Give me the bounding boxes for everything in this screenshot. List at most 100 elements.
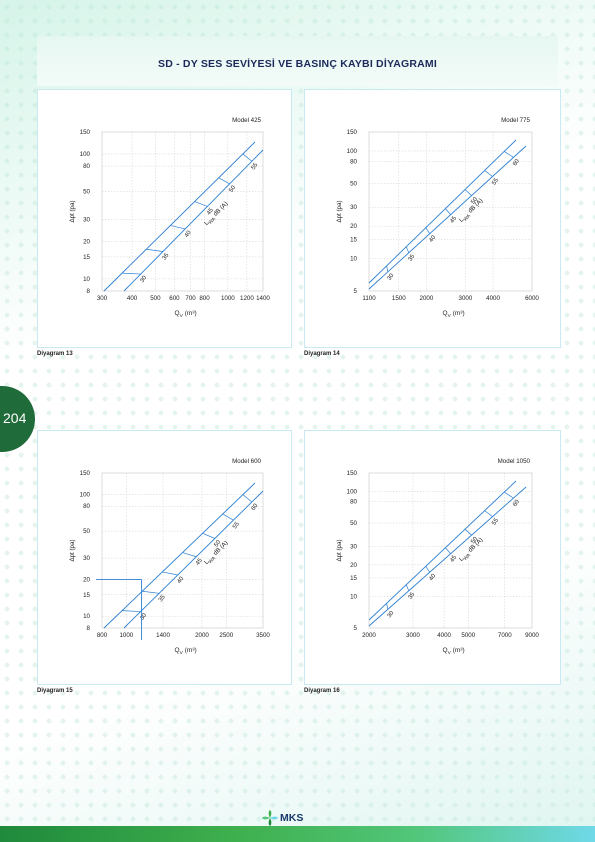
y-tick-label: 100 [347,488,358,495]
y-tick-label: 30 [83,555,90,562]
sound-level-tick [425,566,431,573]
x-tick-label: 300 [97,295,108,302]
lwa-label-sub: WA [462,213,472,223]
x-tick-label: 800 [199,295,210,302]
sound-level-label: 55 [251,162,260,171]
operating-line [368,145,527,290]
lwa-label-main: L [203,219,211,227]
sound-level-tick [484,510,493,517]
lwa-label-main: L [458,555,466,563]
y-tick-label: 20 [350,223,357,230]
x-tick-label: 9000 [525,632,539,639]
sound-level-label: 50 [214,539,223,548]
sound-level-tick [122,610,141,612]
x-axis-label-unit: (m³) [453,647,465,654]
x-tick-label: 600 [169,295,180,302]
y-tick-label: 150 [80,129,91,136]
lwa-label-sub: WA [207,555,217,565]
y-tick-label: 20 [83,238,90,245]
x-axis-label-sub: V [448,313,452,319]
x-tick-label: 4000 [486,295,500,302]
x-axis-label-main: Q [443,310,448,317]
sound-level-tick [504,151,514,158]
sound-level-label: 50 [228,184,237,193]
chart-panel-16: 2000 3000 4000 5000 7000 9000 150 100 80 50 30 20 15… [304,430,561,685]
y-tick-label: 80 [83,163,90,170]
page-number: 204 [3,410,27,426]
x-tick-label: 6000 [525,295,539,302]
footer-band [0,826,595,842]
sound-level-label: 35 [158,594,167,603]
sound-level-label: 55 [232,521,241,530]
logo-text: MKS [280,812,304,824]
y-tick-label: 150 [80,470,91,477]
x-axis-label-sub: V [448,650,452,656]
x-tick-label: 700 [185,295,196,302]
sound-level-label: 30 [139,612,148,621]
lwa-label-main: L [458,216,466,224]
y-tick-label: 100 [80,491,91,498]
operating-line [368,139,517,284]
chart-caption-15: Diyagram 15 [37,688,73,694]
y-tick-label: 10 [350,256,357,263]
x-tick-label: 1000 [119,632,133,639]
sound-level-label: 35 [408,591,417,600]
sound-level-tick [464,189,472,196]
sound-level-label: 30 [387,272,396,281]
y-axis-label: Δpt (pa) [336,539,343,561]
model-label: Model 775 [501,117,530,124]
y-tick-label: 20 [350,562,357,569]
y-tick-label: 5 [354,625,358,632]
sound-level-label: 60 [512,499,521,508]
x-tick-label: 2000 [420,295,434,302]
y-tick-label: 10 [350,593,357,600]
sound-level-label: 45 [449,215,458,224]
sound-level-label: 50 [470,536,479,545]
sound-level-tick [122,272,141,275]
chart-panel-13: 300 400 500 600 700 800 1000 1200 1400 150 100 80 50… [37,89,292,348]
x-tick-label: 1400 [156,632,170,639]
lwa-label-main: L [203,558,211,566]
chart-14: 1100 1500 2000 3000 4000 6000 150 100 80 50 30 20 15… [336,117,539,319]
sound-level-label: 30 [387,610,396,619]
sound-level-tick [182,552,197,558]
sound-level-tick [202,532,215,539]
x-axis-label-main: Q [175,310,180,317]
lwa-label-sub: WA [207,216,217,226]
x-tick-label: 1000 [221,295,235,302]
x-axis-label: QV (m³) [175,647,197,656]
x-axis-label-unit: (m³) [185,310,197,317]
model-label: Model 425 [232,117,261,124]
sound-level-label: 55 [491,517,500,526]
chart-panel-14: 1100 1500 2000 3000 4000 6000 150 100 80 50 30 20 15… [304,89,561,348]
chart-13: 300 400 500 600 700 800 1000 1200 1400 150 100 80 50… [69,117,270,319]
x-tick-label: 1400 [256,295,270,302]
sound-level-tick [504,491,514,499]
y-tick-label: 15 [83,254,90,261]
x-tick-label: 4000 [437,632,451,639]
sound-level-tick [242,494,253,503]
y-tick-label: 50 [83,189,90,196]
x-tick-label: 3500 [256,632,270,639]
y-tick-label: 100 [347,148,358,155]
y-tick-label: 20 [83,577,90,584]
sound-level-tick [464,528,472,536]
x-tick-label: 3000 [459,295,473,302]
chart-caption-14: Diyagram 14 [304,351,340,357]
x-tick-label: 2000 [362,632,376,639]
page-title: SD - DY SES SEVİYESİ VE BASINÇ KAYBI DİY… [158,58,437,70]
y-axis-label: Δpt (pa) [69,539,76,561]
x-tick-label: 7000 [498,632,512,639]
y-tick-label: 30 [83,216,90,223]
sound-level-tick [194,201,208,207]
x-axis-label-unit: (m³) [185,647,197,654]
y-tick-label: 80 [350,158,357,165]
sound-level-label: 35 [162,252,171,261]
plot-area [101,472,264,629]
y-tick-label: 30 [350,543,357,550]
y-tick-label: 8 [87,625,91,632]
y-tick-label: 150 [347,129,358,136]
sound-level-label: 45 [206,207,215,216]
y-axis-label: Δpt (pa) [336,200,343,222]
x-axis-label-sub: V [180,650,184,656]
